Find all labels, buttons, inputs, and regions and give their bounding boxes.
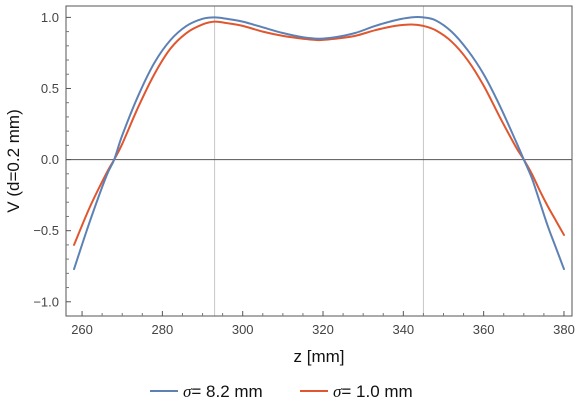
legend-symbol-series-2: σ [333,382,342,401]
x-tick-label: 360 [473,322,495,337]
legend-label-series-1: σ= 8.2 mm [183,382,263,401]
x-tick-label: 380 [553,322,575,337]
y-tick-label: −1.0 [33,294,59,309]
series-line-2 [73,20,565,246]
y-tick-label: −0.5 [33,223,59,238]
grid-layer [66,6,572,316]
legend-label-series-2: σ= 1.0 mm [333,382,413,401]
legend-symbol-series-1: σ [183,382,192,401]
legend-text-series-1: = 8.2 mm [191,382,262,401]
x-tick-label: 300 [232,322,254,337]
x-tick-label: 260 [71,322,93,337]
y-axis-label: V (d=0.2 mm) [4,109,23,212]
x-tick-label: 280 [152,322,174,337]
legend: σ= 8.2 mm σ= 1.0 mm [150,382,413,401]
y-tick-label: 0.5 [41,81,59,96]
y-tick-label: 0.0 [41,152,59,167]
x-axis-label: z [mm] [294,347,345,366]
series-line-1 [73,16,565,271]
y-tick-label: 1.0 [41,10,59,25]
x-tick-label: 320 [312,322,334,337]
tick-layer: 260 280 300 320 340 360 380 −1.0 −0.5 0.0 0.5 1.0 [33,10,574,337]
plot-frame [65,5,573,317]
x-tick-label: 340 [392,322,414,337]
series-layer [73,16,565,271]
legend-text-series-2: = 1.0 mm [341,382,412,401]
